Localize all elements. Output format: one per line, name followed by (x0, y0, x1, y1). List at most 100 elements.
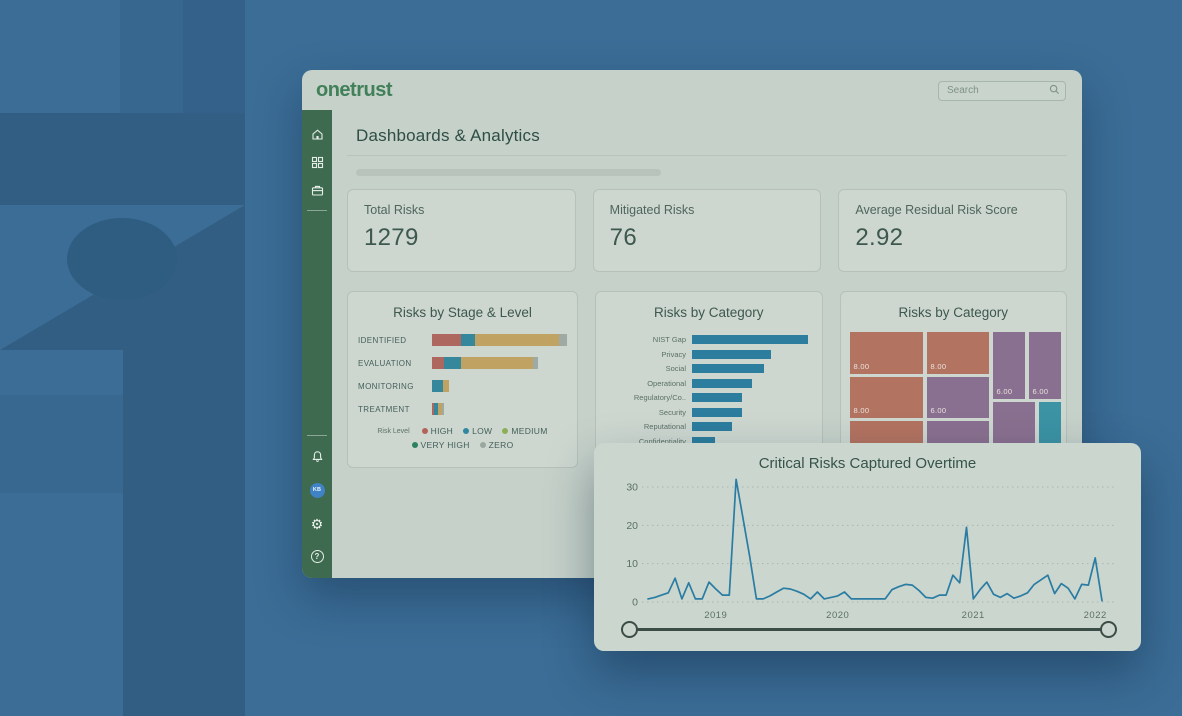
sidebar-item-dashboards[interactable] (302, 148, 332, 176)
slider-handle-left[interactable] (621, 621, 638, 638)
legend-item-label: HIGH (430, 426, 454, 436)
legend-item-label: VERY HIGH (420, 440, 470, 450)
bar-segment-low[interactable] (432, 380, 443, 392)
category-bar-row: Reputational (606, 422, 812, 431)
bg-band-bottom-left (0, 395, 123, 493)
bar-segment-medium[interactable] (475, 334, 559, 346)
legend-dot (411, 442, 418, 448)
legend-item-high[interactable]: HIGH (421, 426, 454, 436)
time-range-slider-track[interactable] (630, 628, 1110, 631)
stacked-bar-row: IDENTIFIED (358, 334, 567, 346)
category-bar[interactable] (692, 407, 742, 417)
sidebar-item-home[interactable] (302, 120, 332, 148)
category-bar-row: Confidentiality (606, 436, 812, 446)
category-bar-zone (692, 393, 812, 402)
category-bar-row: Operational (606, 378, 812, 388)
category-bar-row: Privacy (606, 349, 812, 359)
stage-label: EVALUATION (358, 358, 412, 368)
category-bar-zone (692, 422, 812, 431)
bar-segment-low[interactable] (444, 357, 461, 369)
category-label: Reputational (643, 422, 686, 431)
treemap-tile[interactable]: 6.00 (992, 332, 1025, 399)
treemap-tile[interactable]: 6.00 (1028, 332, 1061, 399)
y-axis-tick-label: 30 (626, 482, 638, 494)
page-title: Dashboards & Analytics (356, 126, 540, 145)
category-bar-zone (692, 378, 812, 388)
app-window: onetrust (302, 70, 1082, 578)
search-box[interactable] (938, 80, 1066, 101)
bar-segment-high[interactable] (432, 357, 444, 369)
category-bar-row: Regulatory/Co.. (606, 393, 812, 402)
bar-segment-zero[interactable] (559, 334, 567, 346)
bg-square-top (183, 0, 245, 113)
stacked-bar[interactable] (432, 403, 444, 415)
stats-row: Total Risks 1279 Mitigated Risks 76 Aver… (347, 189, 1068, 272)
legend-item-medium[interactable]: MEDIUM (502, 426, 547, 436)
y-axis-tick-label: 10 (626, 558, 638, 570)
stage-level-rows: IDENTIFIED EVALUATION MONITORING TREATMENT (358, 334, 567, 415)
slider-handle-right[interactable] (1100, 621, 1117, 638)
chart-title: Risks by Category (653, 305, 764, 320)
sidebar-item-projects[interactable] (302, 176, 332, 204)
x-axis-tick-label: 2020 (826, 610, 849, 621)
bg-rect-left (0, 113, 245, 205)
bar-segment-medium[interactable] (443, 380, 449, 392)
line-chart[interactable]: 0 10 20 30 2019 2020 2021 2022 (594, 443, 1141, 651)
category-bar[interactable] (692, 335, 808, 344)
legend-dot (479, 442, 486, 448)
gear-icon: ⚙ (310, 516, 324, 532)
legend-item-very-high[interactable]: VERY HIGH (411, 440, 470, 450)
category-bar-row: Social (606, 364, 812, 373)
risk-level-legend: Risk Level HIGH LOW MEDIUM VERY HIGH ZERO (358, 426, 567, 450)
category-bar[interactable] (692, 378, 753, 388)
bar-segment-zero[interactable] (533, 357, 538, 369)
category-bar[interactable] (692, 349, 772, 359)
category-bar-zone (692, 349, 812, 359)
overtime-chart-card: Critical Risks Captured Overtime 0 10 20 30… (594, 443, 1141, 651)
legend-item-low[interactable]: LOW (463, 426, 492, 436)
treemap-tile[interactable]: 8.00 (849, 377, 923, 418)
stacked-bar[interactable] (432, 380, 449, 392)
line-series[interactable] (647, 478, 1103, 602)
chart-title: Risks by Category (898, 305, 1009, 320)
stacked-bar-row: MONITORING (358, 380, 567, 392)
treemap-tile[interactable]: 6.00 (926, 377, 989, 418)
sidebar-item-profile[interactable]: KB (302, 476, 332, 504)
category-bar[interactable] (692, 393, 742, 402)
brand-logo: onetrust (316, 78, 393, 101)
stat-value: 1279 (364, 224, 419, 251)
bar-segment-low[interactable] (434, 403, 438, 415)
grid-icon (311, 156, 323, 168)
bar-segment-high[interactable] (432, 334, 461, 346)
stacked-bar[interactable] (432, 334, 567, 346)
treemap-tile[interactable]: 8.00 (849, 332, 923, 374)
sidebar-item-help[interactable]: ? (302, 542, 332, 570)
sidebar-item-notifications[interactable] (302, 442, 332, 470)
category-bar[interactable] (692, 436, 715, 446)
category-label: Social (665, 364, 686, 373)
bar-segment-medium[interactable] (438, 403, 442, 415)
stage-label: MONITORING (358, 381, 414, 391)
treemap-tile-label: 8.00 (930, 362, 947, 371)
bar-segment-low[interactable] (461, 334, 475, 346)
bg-rect-bottom (123, 350, 245, 716)
bar-segment-medium[interactable] (461, 357, 533, 369)
treemap-tile-label: 8.00 (853, 362, 870, 371)
legend-item-zero[interactable]: ZERO (479, 440, 514, 450)
y-axis-tick-label: 20 (626, 520, 638, 532)
search-input[interactable] (938, 80, 1066, 101)
stacked-bar[interactable] (432, 357, 538, 369)
category-label: Security (658, 407, 686, 417)
x-axis-tick-label: 2021 (962, 610, 985, 621)
sidebar-item-settings[interactable]: ⚙ (302, 510, 332, 538)
category-label: Regulatory/Co.. (633, 393, 686, 402)
category-bar[interactable] (692, 364, 764, 373)
bar-segment-zero[interactable] (442, 403, 444, 415)
treemap-tile[interactable]: 8.00 (926, 332, 989, 374)
category-bar[interactable] (692, 422, 733, 431)
treemap-tile-label: 6.00 (1032, 387, 1049, 396)
legend-item-label: ZERO (488, 440, 514, 450)
bar-segment-high[interactable] (432, 403, 434, 415)
main-content: Dashboards & Analytics Total Risks 1279 … (332, 110, 1082, 578)
